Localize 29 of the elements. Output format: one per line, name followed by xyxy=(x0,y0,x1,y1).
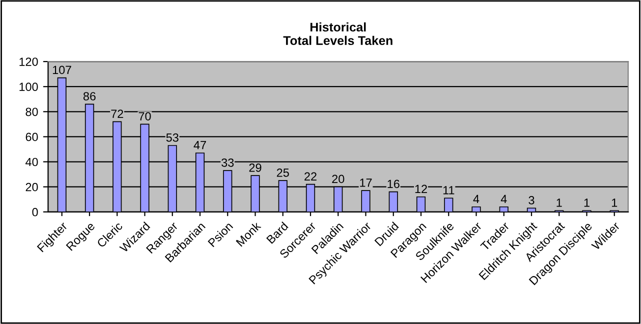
data-label: 107 xyxy=(52,66,72,74)
data-label: 4 xyxy=(473,194,480,204)
data-label: 22 xyxy=(304,172,316,180)
data-label: 3 xyxy=(528,196,534,204)
data-label: 72 xyxy=(111,110,124,118)
data-label: 70 xyxy=(138,112,151,120)
data-label: 11 xyxy=(443,186,454,194)
data-label: 12 xyxy=(415,184,427,194)
data-label: 1 xyxy=(584,198,590,207)
chart-title: Historical Total Levels Taken xyxy=(283,22,392,46)
data-label: 53 xyxy=(166,133,178,142)
data-label: 25 xyxy=(276,168,289,177)
y-tick-label: 60 xyxy=(26,132,38,142)
data-label: 20 xyxy=(332,174,344,184)
y-tick-label: 20 xyxy=(26,182,38,192)
data-label: 29 xyxy=(249,163,262,172)
y-tick-label: 100 xyxy=(20,82,38,92)
data-label: 86 xyxy=(83,92,96,100)
y-tick-label: 120 xyxy=(20,58,38,66)
data-label: 33 xyxy=(222,158,234,167)
y-tick-label: 80 xyxy=(26,108,38,116)
data-label: 17 xyxy=(360,178,372,187)
data-label: 4 xyxy=(500,194,507,204)
y-tick-label: 40 xyxy=(25,158,38,166)
y-tick-label: 0 xyxy=(32,208,38,216)
data-label: 47 xyxy=(194,141,206,150)
data-label: 1 xyxy=(612,198,618,207)
data-label: 1 xyxy=(556,198,562,207)
data-label: 16 xyxy=(388,180,400,188)
